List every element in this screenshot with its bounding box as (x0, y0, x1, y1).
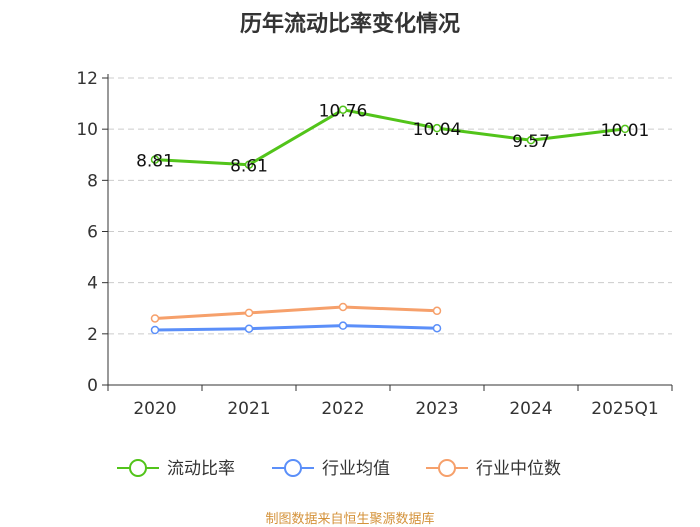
data-label-2025Q1: 10.01 (601, 121, 650, 141)
point-1-2020 (150, 155, 160, 164)
data-label-2020: 8.81 (136, 152, 174, 172)
data-labels: 8.81 8.61 10.76 10.04 9.57 10.01 (136, 102, 649, 177)
legend-item-1[interactable]: 流动比率 (117, 459, 235, 479)
x-tick-label-2023: 2023 (415, 399, 458, 419)
point-2-2023 (432, 323, 442, 333)
x-tick-label-2025Q1: 2025Q1 (591, 399, 658, 419)
point-2-2021 (244, 324, 254, 333)
data-label-2023: 10.04 (413, 120, 462, 140)
x-tick-label-2020: 2020 (133, 399, 176, 419)
y-tick-label-8: 8 (87, 171, 98, 191)
point-3-2021 (244, 308, 254, 318)
point-3-2022 (338, 302, 348, 312)
chart-title: 历年流动比率变化情况 (239, 12, 460, 37)
y-tick-label-10: 10 (76, 120, 98, 140)
legend-item-3[interactable]: 行业中位数 (426, 459, 561, 479)
x-tick-label-2022: 2022 (321, 399, 364, 419)
legend-swatch-circle (438, 459, 456, 477)
point-2-2022 (338, 321, 348, 330)
axes: 0 2 4 6 8 10 12 2020 2021 2022 2023 2024 2025Q1 (76, 69, 673, 419)
source-note: 制图数据来自恒生聚源数据库 (265, 512, 435, 527)
series-lines (150, 105, 630, 335)
series-line-2 (154, 324, 438, 332)
point-1-2024 (526, 135, 536, 145)
point-1-2021 (244, 160, 254, 169)
x-tick-label-2021: 2021 (227, 399, 270, 419)
legend-label: 行业均值 (322, 459, 390, 479)
legend-swatch-circle (129, 459, 147, 477)
series-line-3 (154, 305, 438, 320)
y-tick-label-12: 12 (76, 69, 98, 89)
y-tick-label-6: 6 (87, 223, 98, 243)
y-tick-label-0: 0 (87, 376, 98, 396)
data-label-2022: 10.76 (319, 102, 368, 122)
point-3-2023 (432, 306, 442, 316)
point-3-2020 (150, 314, 160, 323)
point-2-2020 (150, 325, 160, 335)
x-tick-label-2024: 2024 (509, 399, 552, 419)
legend: 流动比率 行业均值 行业中位数 (117, 459, 561, 479)
point-1-2025Q1 (620, 124, 630, 134)
point-1-2022 (338, 105, 348, 114)
data-label-2021: 8.61 (230, 157, 268, 177)
point-1-2023 (432, 123, 442, 133)
series-line-1 (154, 108, 626, 167)
y-tick-label-2: 2 (87, 325, 98, 345)
data-label-2024: 9.57 (512, 132, 550, 152)
legend-label: 行业中位数 (476, 459, 561, 479)
legend-label: 流动比率 (167, 459, 235, 479)
gridlines (108, 77, 672, 335)
legend-swatch-circle (284, 459, 302, 477)
y-tick-label-4: 4 (87, 274, 98, 294)
legend-item-2[interactable]: 行业均值 (272, 459, 390, 479)
